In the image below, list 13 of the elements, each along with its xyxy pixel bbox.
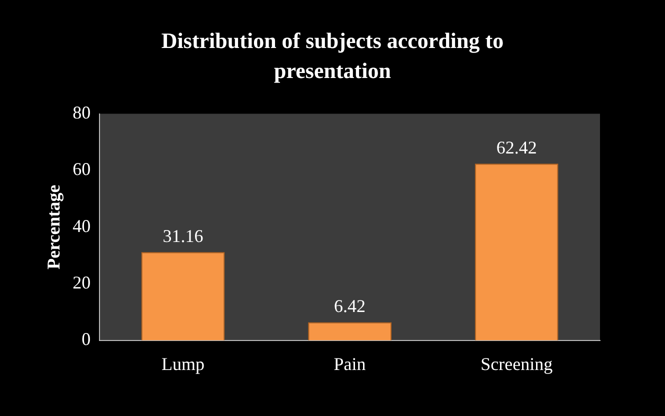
y-tick-label: 0 [82, 329, 91, 350]
x-tick-label: Lump [162, 354, 204, 374]
y-tick-label: 80 [72, 102, 91, 123]
y-axis-title: Percentage [43, 184, 64, 270]
data-label: 31.16 [162, 226, 204, 246]
y-tick-label: 40 [72, 216, 91, 236]
x-tick-label: Pain [334, 354, 366, 374]
y-tick-label: 20 [72, 272, 91, 292]
chart-title: Distribution of subjects according to presentation [160, 27, 505, 85]
data-label: 6.42 [334, 296, 366, 316]
y-tick-label: 60 [72, 159, 91, 180]
x-tick-label: Screening [480, 354, 553, 374]
data-label: 62.42 [496, 137, 537, 158]
